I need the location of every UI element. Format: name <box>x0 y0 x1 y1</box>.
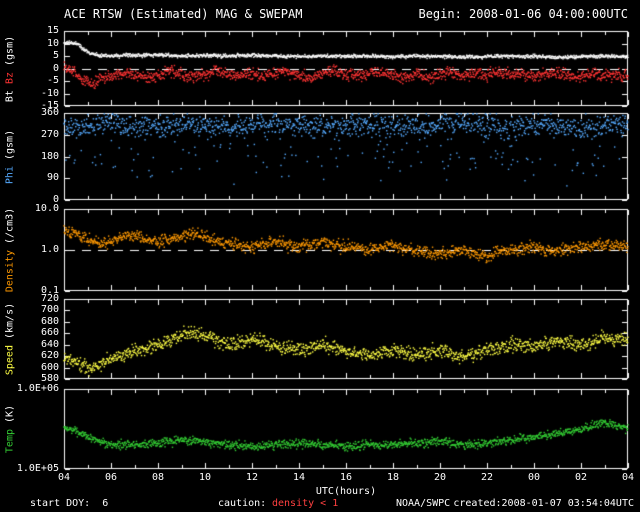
y-axis-label: Phi (gsm) <box>5 129 16 183</box>
y-axis-label-part: Density <box>4 250 16 293</box>
x-tick-label: 10 <box>198 472 212 483</box>
y-tick-label: 720 <box>40 293 59 304</box>
x-tick-label: 22 <box>480 472 494 483</box>
plot-begin-time: Begin: 2008-01-06 04:00:00UTC <box>418 7 628 21</box>
y-axis-label-part: Phi <box>4 165 16 184</box>
x-tick-label: 02 <box>574 472 588 483</box>
y-tick-label: 0.1 <box>40 285 59 296</box>
y-axis-label-part: (km/s) <box>4 302 16 346</box>
y-axis-label-part: (/cm3) <box>4 207 16 250</box>
y-tick-label: 640 <box>40 338 59 350</box>
y-tick-label: 10 <box>46 37 59 49</box>
y-tick-label: -15 <box>40 100 59 111</box>
y-axis-label: Temp (K) <box>5 405 16 453</box>
y-axis-label-part: Temp <box>4 429 16 454</box>
y-tick-label: 10.0 <box>34 203 59 214</box>
footer-caution-value: density < 1 <box>272 498 339 509</box>
x-tick-label: 00 <box>527 472 541 483</box>
y-tick-label: 90 <box>46 172 59 184</box>
x-tick-label: 08 <box>151 472 165 483</box>
y-tick-label: 0 <box>52 194 59 205</box>
y-tick-label: 270 <box>40 128 59 140</box>
y-axis-label-part: (K) <box>4 404 16 429</box>
y-axis-label-part: Bt <box>4 89 16 102</box>
y-tick-label: -5 <box>46 75 59 86</box>
x-tick-label: 20 <box>433 472 447 483</box>
x-tick-label: 06 <box>104 472 118 483</box>
y-axis-label-part: (gsm) <box>4 129 16 166</box>
x-tick-label: 12 <box>245 472 259 483</box>
y-tick-label: 660 <box>40 327 59 339</box>
y-tick-label: 1.0E+05 <box>16 463 59 474</box>
footer-caution-label: caution: <box>218 498 267 509</box>
y-axis-label: Bt Bz (gsm) <box>5 35 16 101</box>
y-tick-label: 0 <box>52 62 59 74</box>
footer-agency: NOAA/SWPC <box>396 498 451 509</box>
y-axis-label: Density (/cm3) <box>5 208 16 292</box>
y-axis-label: Speed (km/s) <box>5 303 16 375</box>
y-tick-label: 1.0 <box>40 244 59 255</box>
y-tick-label: 700 <box>40 304 59 316</box>
x-tick-label: 14 <box>292 472 306 483</box>
y-tick-label: 620 <box>40 350 59 362</box>
y-tick-label: 680 <box>40 315 59 327</box>
x-tick-label: 18 <box>386 472 400 483</box>
y-tick-label: 360 <box>40 107 59 118</box>
y-tick-label: 15 <box>46 25 59 36</box>
y-tick-label: -10 <box>40 87 59 99</box>
footer-start-doy: start DOY: 6 <box>30 498 109 509</box>
y-axis-label-part: Speed <box>4 345 16 376</box>
footer-created-timestamp: created:2008-01-07 03:54:04UTC <box>453 498 634 509</box>
x-tick-label: 04 <box>57 472 71 483</box>
x-tick-label: 04 <box>621 472 635 483</box>
y-axis-label-part: Bz <box>4 71 16 90</box>
plot-title: ACE RTSW (Estimated) MAG & SWEPAM <box>64 7 303 21</box>
y-tick-label: 5 <box>52 50 59 61</box>
x-axis-title: UTC(hours) <box>315 486 377 497</box>
y-axis-label-part: (gsm) <box>4 35 16 72</box>
y-tick-label: 180 <box>40 150 59 162</box>
y-tick-label: 1.0E+06 <box>16 383 59 394</box>
y-tick-label: 580 <box>40 373 59 384</box>
x-tick-label: 16 <box>339 472 353 483</box>
y-tick-label: 600 <box>40 361 59 373</box>
